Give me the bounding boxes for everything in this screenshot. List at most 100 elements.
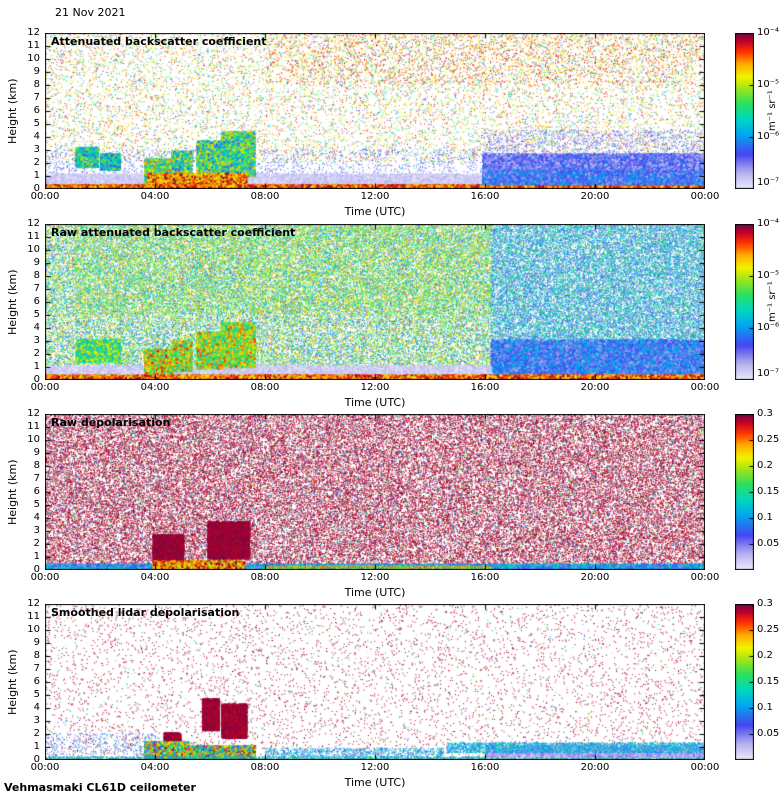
colorbar-tick-label-3: 0.15 [757,676,780,687]
cb-ticks-2: 0.3 0.25 0.2 0.15 0.1 0.05 [757,408,780,570]
panel-attenuated-backscatter: Height (km) 0 1 2 3 4 5 6 7 8 9 10 11 12 Attenuated … [0,27,780,223]
x-tick-label-0: 00:00 [30,191,60,202]
y-tick-label-9: 9 [33,447,40,458]
y-tick-label-4: 4 [33,322,40,333]
y-tick-label-10: 10 [27,244,40,255]
x-tick-label-0: 00:00 [30,572,60,583]
colorbar-tick-label-1: 10⁻⁵ [757,79,780,90]
x-ticks-2: 00:00 04:00 08:00 12:00 16:00 20:00 00:00 [0,572,780,585]
y-tick-label-11: 11 [27,611,40,622]
date-label: 21 Nov 2021 [55,6,126,19]
x-tick-label-1: 04:00 [140,191,170,202]
x-tick-label-2: 08:00 [250,191,280,202]
plot-area: Raw attenuated backscatter coefficient [45,224,705,380]
x-tick-label-5: 20:00 [580,572,610,583]
x-axis-label: Time (UTC) [344,205,406,218]
colorbar-tick-label-1: 0.25 [757,434,780,445]
y-tick-label-4: 4 [33,702,40,713]
x-axis-label: Time (UTC) [344,396,406,409]
x-ticks-3: 00:00 04:00 08:00 12:00 16:00 20:00 00:00 [0,762,780,775]
colorbar-tick-label-4: 0.1 [757,512,773,523]
y-tick-label-6: 6 [33,296,40,307]
colorbar-tick-label-3: 0.15 [757,486,780,497]
colorbar-canvas-1 [735,224,754,380]
y-tick-label-5: 5 [33,118,40,129]
x-ticks-1: 00:00 04:00 08:00 12:00 16:00 20:00 00:00 [0,382,780,395]
x-tick-label-2: 08:00 [250,762,280,773]
plot-area: Attenuated backscatter coefficient [45,33,705,189]
colorbar-tick-label-3: 10⁻⁷ [757,368,780,379]
cb-ticks-3: 0.3 0.25 0.2 0.15 0.1 0.05 [757,598,780,760]
x-tick-label-2: 08:00 [250,572,280,583]
x-tick-label-1: 04:00 [140,762,170,773]
y-tick-label-1: 1 [33,741,40,752]
y-tick-label-2: 2 [33,348,40,359]
y-tick-label-6: 6 [33,105,40,116]
y-tick-label-11: 11 [27,231,40,242]
y-ticks-3: 0 1 2 3 4 5 6 7 8 9 10 11 12 [0,598,42,765]
y-tick-label-5: 5 [33,309,40,320]
colorbar-tick-label-2: 10⁻⁶ [757,131,780,142]
y-tick-label-8: 8 [33,79,40,90]
x-tick-label-5: 20:00 [580,762,610,773]
y-tick-label-6: 6 [33,676,40,687]
colorbar-tick-label-0: 0.3 [757,408,773,419]
colorbar-tick-label-5: 0.05 [757,728,780,739]
x-tick-label-2: 08:00 [250,382,280,393]
x-axis-label: Time (UTC) [344,586,406,599]
plot-area: Smoothed lidar depolarisation [45,604,705,760]
y-tick-label-9: 9 [33,66,40,77]
y-tick-label-2: 2 [33,728,40,739]
panel-raw-attenuated-backscatter: Height (km) 0 1 2 3 4 5 6 7 8 9 10 11 12 Raw attenua… [0,218,780,414]
y-tick-label-10: 10 [27,53,40,64]
colorbar-tick-label-0: 0.3 [757,598,773,609]
y-ticks-2: 0 1 2 3 4 5 6 7 8 9 10 11 12 [0,408,42,575]
y-tick-label-1: 1 [33,361,40,372]
y-tick-label-6: 6 [33,486,40,497]
colorbar-tick-label-4: 0.1 [757,702,773,713]
x-tick-label-1: 04:00 [140,382,170,393]
y-tick-label-12: 12 [27,408,40,419]
y-tick-label-9: 9 [33,257,40,268]
y-tick-label-8: 8 [33,460,40,471]
y-tick-label-2: 2 [33,157,40,168]
y-tick-label-2: 2 [33,538,40,549]
x-tick-label-0: 00:00 [30,382,60,393]
y-tick-label-8: 8 [33,270,40,281]
y-tick-label-12: 12 [27,27,40,38]
y-tick-label-3: 3 [33,525,40,536]
colorbar-tick-label-0: 10⁻⁴ [757,27,780,38]
heatmap-canvas-3 [45,604,705,760]
y-tick-label-0: 0 [33,374,40,385]
x-tick-label-5: 20:00 [580,382,610,393]
x-tick-label-3: 12:00 [360,762,390,773]
y-tick-label-0: 0 [33,183,40,194]
heatmap-canvas-0 [45,33,705,189]
y-ticks-0: 0 1 2 3 4 5 6 7 8 9 10 11 12 [0,27,42,194]
colorbar-tick-label-5: 0.05 [757,538,780,549]
colorbar-tick-label-1: 10⁻⁵ [757,270,780,281]
y-tick-label-10: 10 [27,434,40,445]
y-tick-label-3: 3 [33,335,40,346]
panel-title: Smoothed lidar depolarisation [51,606,240,619]
colorbar-canvas-3 [735,604,754,760]
x-tick-label-5: 20:00 [580,191,610,202]
colorbar-tick-label-0: 10⁻⁴ [757,218,780,229]
x-tick-label-6: 00:00 [690,382,720,393]
y-tick-label-10: 10 [27,624,40,635]
heatmap-canvas-1 [45,224,705,380]
colorbar-canvas-2 [735,414,754,570]
x-tick-label-3: 12:00 [360,382,390,393]
colorbar-canvas-0 [735,33,754,189]
colorbar-unit-label: m⁻¹ sr⁻¹ [767,90,778,132]
x-tick-label-4: 16:00 [470,572,500,583]
y-ticks-1: 0 1 2 3 4 5 6 7 8 9 10 11 12 [0,218,42,385]
y-tick-label-4: 4 [33,131,40,142]
colorbar-tick-label-3: 10⁻⁷ [757,177,780,188]
y-tick-label-7: 7 [33,92,40,103]
y-tick-label-0: 0 [33,754,40,765]
y-tick-label-11: 11 [27,421,40,432]
panel-raw-depolarisation: Height (km) 0 1 2 3 4 5 6 7 8 9 10 11 12 Raw depolar… [0,408,780,604]
y-tick-label-3: 3 [33,715,40,726]
y-tick-label-1: 1 [33,551,40,562]
